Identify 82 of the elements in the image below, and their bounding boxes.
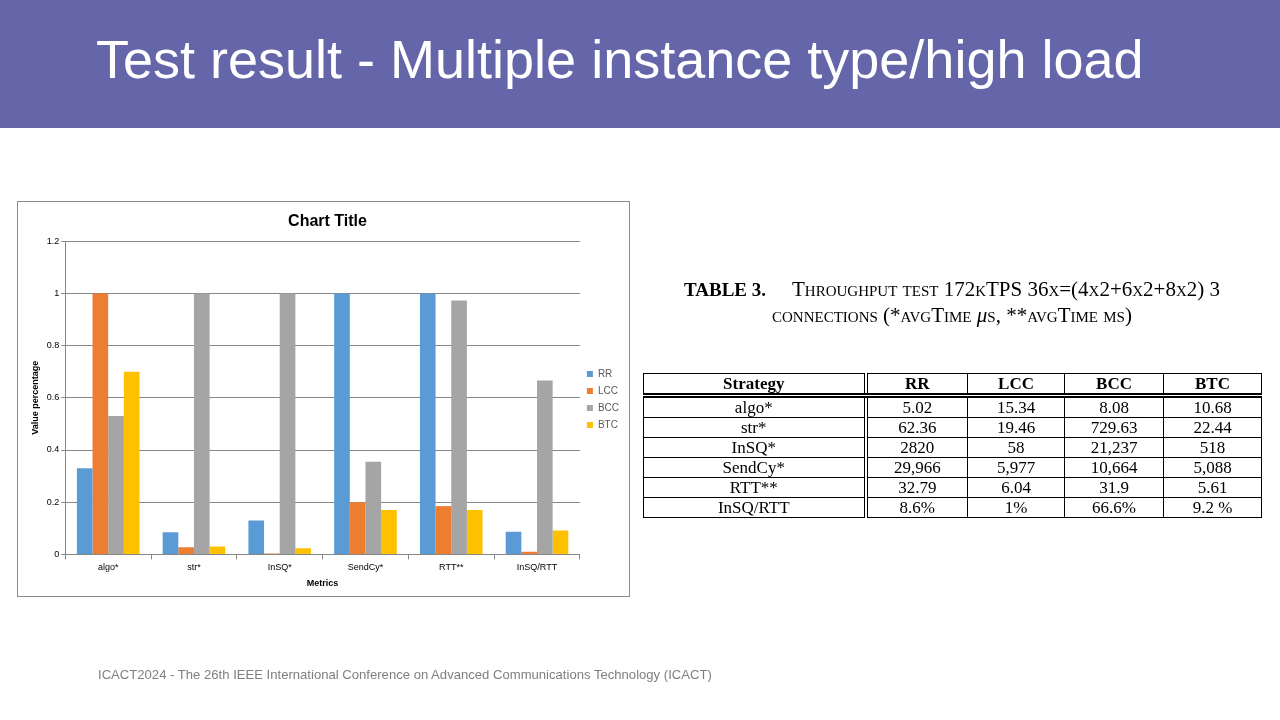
data-label: 1% bbox=[967, 497, 1065, 518]
bar bbox=[162, 532, 179, 554]
data-label: 10.68 bbox=[1163, 395, 1262, 418]
text: Throughput test 172kTPS 36x=(4x2+6x2+8x2) 3 connections (*avgTime μs, **avgTime ms) bbox=[772, 277, 1221, 327]
bar bbox=[279, 293, 296, 554]
data-label: 729.63 bbox=[1064, 417, 1164, 438]
data-label: 518 bbox=[1163, 437, 1262, 458]
text: SendCy* bbox=[643, 457, 866, 478]
bar bbox=[537, 380, 553, 554]
category-label: BTC bbox=[1163, 373, 1262, 396]
data-label: 5,088 bbox=[1163, 457, 1262, 478]
y-tick-label: 0 bbox=[54, 548, 60, 559]
y-tick-label: 0.6 bbox=[46, 392, 60, 403]
text: InSQ/RTT bbox=[643, 497, 866, 518]
y-tick-label: 1.2 bbox=[46, 235, 60, 246]
data-label: 5,977 bbox=[967, 457, 1065, 478]
bar bbox=[178, 547, 194, 554]
x-axis-title: Metrics bbox=[306, 578, 339, 589]
bar bbox=[108, 416, 124, 554]
category-label: RR bbox=[865, 373, 968, 396]
bar bbox=[123, 371, 140, 554]
data-label: 5.02 bbox=[865, 395, 968, 418]
category-label: BCC bbox=[1064, 373, 1164, 396]
text: Strategy bbox=[643, 373, 866, 396]
x-tick-label: algo* bbox=[97, 562, 119, 573]
bar bbox=[349, 502, 366, 554]
category-label: LCC bbox=[967, 373, 1065, 396]
data-label: 32.79 bbox=[865, 477, 968, 498]
bar bbox=[334, 293, 350, 554]
data-label: 15.34 bbox=[967, 395, 1065, 418]
data-label: 9.2 % bbox=[1163, 497, 1262, 518]
y-tick-label: 0.4 bbox=[46, 444, 60, 455]
bar bbox=[92, 293, 109, 554]
y-tick-label: 0.8 bbox=[46, 340, 60, 351]
data-label: 58 bbox=[967, 437, 1065, 458]
legend-label: BTC bbox=[597, 418, 618, 430]
data-label: 66.6% bbox=[1064, 497, 1164, 518]
text: Test result - Multiple instance type/high load bbox=[96, 28, 1144, 91]
legend-label: BCC bbox=[597, 401, 620, 413]
data-label: 2820 bbox=[865, 437, 968, 458]
bar bbox=[381, 510, 397, 554]
legend-label: LCC bbox=[597, 384, 618, 396]
x-tick-label: InSQ* bbox=[267, 562, 293, 573]
x-tick-label: InSQ/RTT bbox=[516, 562, 558, 573]
text: InSQ* bbox=[643, 437, 866, 458]
x-tick-label: SendCy* bbox=[347, 562, 384, 573]
bar bbox=[419, 293, 436, 554]
y-tick-label: 1 bbox=[54, 287, 60, 298]
bar bbox=[466, 510, 483, 554]
y-tick-label: 0.2 bbox=[46, 496, 60, 507]
bar bbox=[295, 548, 312, 554]
data-label: 10,664 bbox=[1064, 457, 1164, 478]
text: ICACT2024 - The 26th IEEE International Conference on Advanced Communications Technology (ICACT) bbox=[98, 667, 712, 682]
bar bbox=[248, 520, 265, 554]
legend-label: RR bbox=[597, 367, 613, 379]
text: RTT** bbox=[643, 477, 866, 498]
data-label: 29,966 bbox=[865, 457, 968, 478]
bar bbox=[521, 551, 538, 554]
data-label: 8.08 bbox=[1064, 395, 1164, 418]
text: str* bbox=[643, 417, 866, 438]
bar bbox=[365, 461, 382, 554]
data-label: 8.6% bbox=[865, 497, 968, 518]
x-tick-label: RTT** bbox=[439, 562, 464, 573]
y-axis-title: Value percentage bbox=[29, 360, 40, 435]
bar bbox=[451, 300, 467, 554]
data-label: 62.36 bbox=[865, 417, 968, 438]
bar bbox=[193, 293, 210, 554]
bar bbox=[76, 468, 93, 554]
data-label: 19.46 bbox=[967, 417, 1065, 438]
bar bbox=[552, 530, 569, 554]
data-label: 31.9 bbox=[1064, 477, 1164, 498]
text: algo* bbox=[643, 395, 866, 418]
bar bbox=[505, 531, 522, 554]
text: TABLE 3. bbox=[683, 279, 766, 300]
data-label: 21,237 bbox=[1064, 437, 1164, 458]
bar bbox=[209, 546, 226, 554]
chart-title: Chart Title bbox=[288, 212, 368, 230]
bar bbox=[435, 506, 452, 554]
x-tick-label: str* bbox=[187, 562, 202, 573]
data-label: 5.61 bbox=[1163, 477, 1262, 498]
data-label: 6.04 bbox=[967, 477, 1065, 498]
data-label: 22.44 bbox=[1163, 417, 1262, 438]
